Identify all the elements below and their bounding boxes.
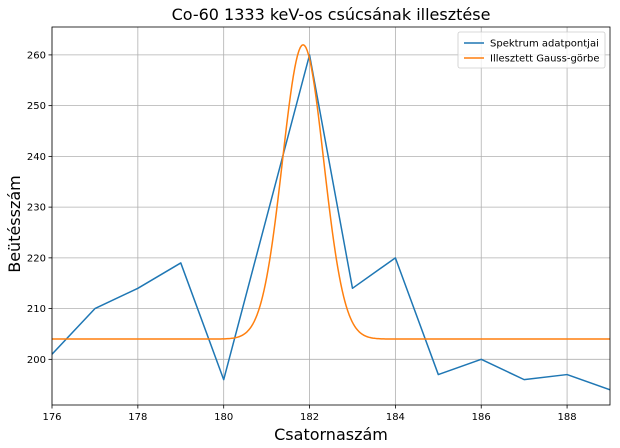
x-axis: 176 178 180 182 184 186 188 xyxy=(42,405,577,423)
x-tick-label: 182 xyxy=(300,412,319,423)
y-tick-label: 260 xyxy=(27,50,46,61)
legend-label: Spektrum adatpontjai xyxy=(490,39,599,50)
x-axis-title: Csatornaszám xyxy=(274,425,388,444)
x-tick-label: 188 xyxy=(558,412,577,423)
series-layer xyxy=(52,44,610,391)
x-tick-label: 184 xyxy=(386,412,405,423)
y-axis-title: Beütésszám xyxy=(5,175,24,273)
series-line-1 xyxy=(52,54,610,391)
y-axis: 200 210 220 230 240 250 260 xyxy=(27,50,52,366)
y-tick-label: 250 xyxy=(27,101,46,112)
legend: Spektrum adatpontjai Illesztett Gauss-gör… xyxy=(457,31,606,69)
y-tick-label: 240 xyxy=(27,152,46,163)
y-tick-label: 210 xyxy=(27,304,46,315)
series-line-2 xyxy=(52,44,610,340)
y-tick-label: 220 xyxy=(27,253,46,264)
chart-title: Co-60 1333 keV-os csúcsának illesztése xyxy=(172,5,491,24)
x-tick-label: 178 xyxy=(128,412,147,423)
y-tick-label: 200 xyxy=(27,355,46,366)
plot-area xyxy=(51,26,611,406)
x-tick-label: 180 xyxy=(214,412,233,423)
y-tick-label: 230 xyxy=(27,203,46,214)
legend-box xyxy=(457,31,606,69)
plot-frame xyxy=(51,26,611,406)
grid xyxy=(51,27,610,405)
x-tick-label: 186 xyxy=(472,412,491,423)
x-tick-label: 176 xyxy=(42,412,61,423)
legend-label: Illesztett Gauss-görbe xyxy=(490,54,600,65)
